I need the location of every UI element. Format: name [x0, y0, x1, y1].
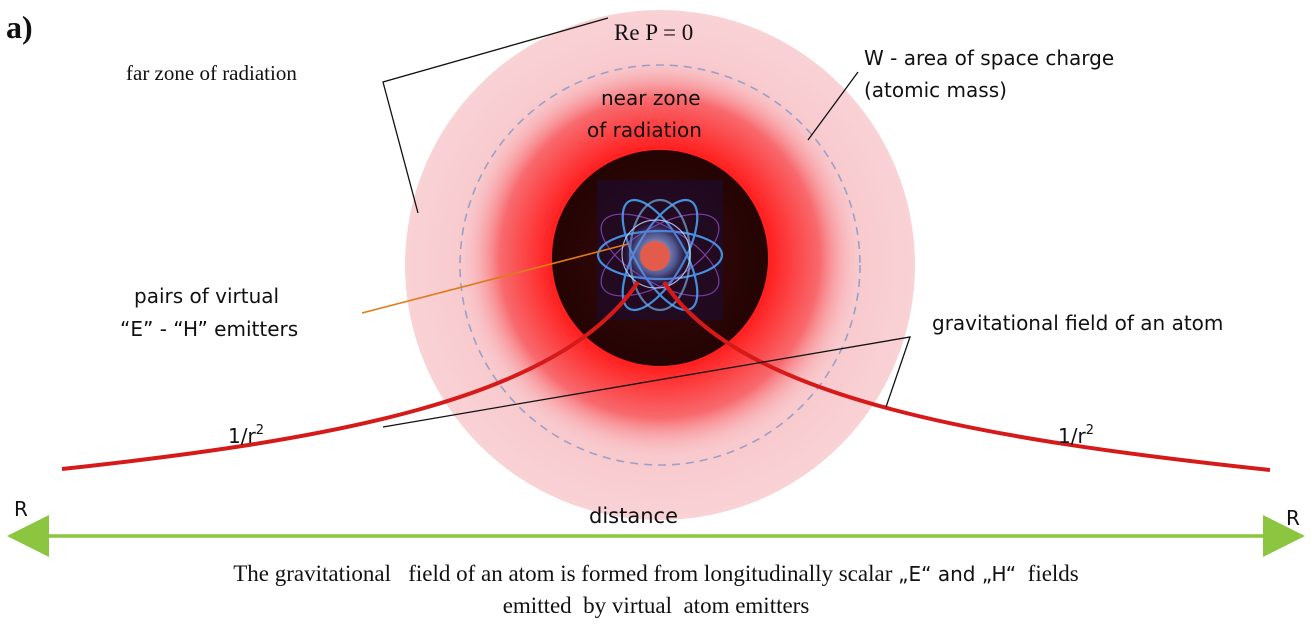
pairs-label-line1: pairs of virtual [134, 284, 279, 308]
panel-label: a) [6, 9, 33, 45]
grav-field-pointer [382, 336, 911, 428]
near-zone-label-line2: of radiation [587, 118, 702, 142]
caption-line1: The gravitational field of an atom is fo… [233, 561, 1079, 586]
dashed-boundary-circle [459, 64, 861, 466]
gravity-curve-left [61, 280, 640, 471]
nucleus [640, 241, 670, 271]
r-left-label: R [14, 497, 28, 521]
atom-icon [596, 180, 724, 320]
re-p-label: Re P = 0 [614, 20, 693, 45]
grav-field-label: gravitational field of an atom [932, 311, 1223, 335]
w-area-pointer [807, 71, 859, 141]
near-zone-label-line1: near zone [601, 86, 701, 110]
inverse-square-left: 1/r2 [228, 423, 264, 448]
pairs-pointer [361, 243, 629, 314]
caption-line2: emitted by virtual atom emitters [502, 593, 810, 618]
far-zone-label: far zone of radiation [126, 61, 297, 85]
inverse-square-right: 1/r2 [1058, 423, 1094, 448]
w-area-label-line1: W - area of space charge [864, 46, 1114, 70]
distance-label: distance [589, 504, 678, 528]
r-right-label: R [1286, 506, 1300, 530]
w-area-label-line2: (atomic mass) [864, 78, 1007, 102]
pairs-label-line2: “E” - “H” emitters [120, 317, 298, 341]
figure-caption: The gravitational field of an atom is fo… [0, 558, 1312, 621]
gravity-curve-right [662, 280, 1271, 472]
far-zone-pointer [382, 17, 609, 214]
